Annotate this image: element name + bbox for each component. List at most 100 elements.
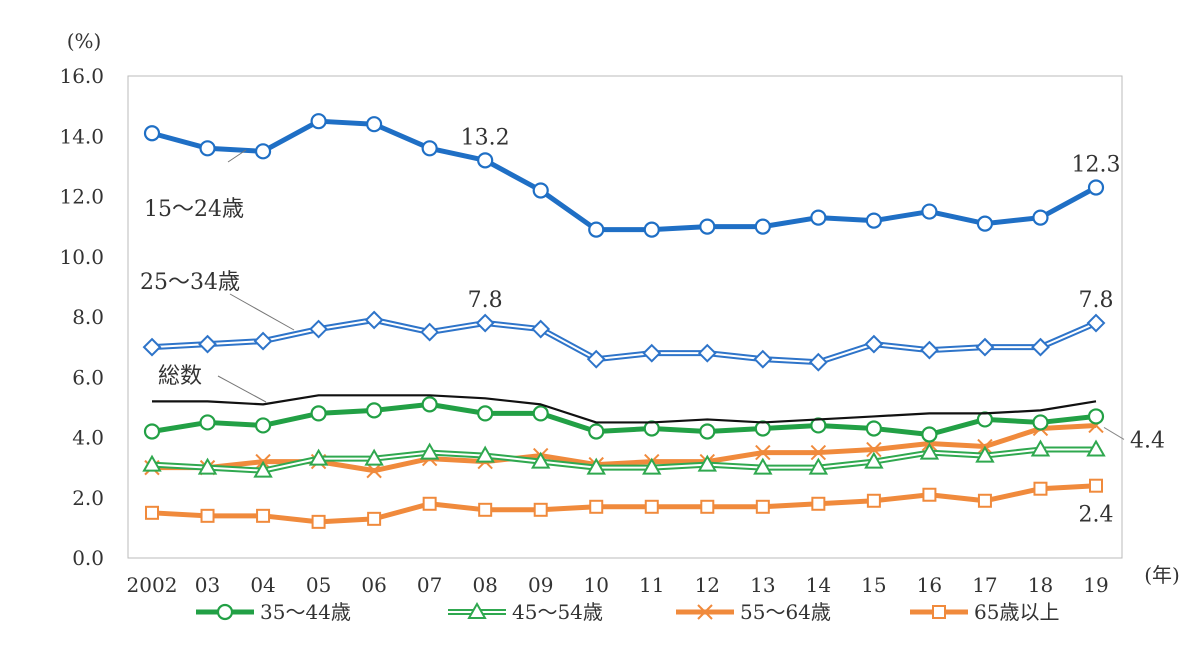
series-line-inner xyxy=(151,319,1097,364)
data-point xyxy=(421,140,438,157)
x-tick-label: 14 xyxy=(806,573,831,597)
data-label: 7.8 xyxy=(1079,288,1114,313)
series-layer xyxy=(142,113,1106,529)
series-line xyxy=(151,401,1097,437)
data-point xyxy=(419,442,440,460)
data-point xyxy=(589,499,604,514)
data-point-stroke xyxy=(755,444,771,461)
data-label: 12.3 xyxy=(1072,152,1121,177)
data-point xyxy=(755,499,770,514)
data-point xyxy=(754,420,771,437)
series-label: 総数 xyxy=(158,364,202,389)
data-point xyxy=(420,322,440,342)
data-point xyxy=(1087,179,1105,196)
x-tick-label: 15 xyxy=(861,573,886,597)
data-point xyxy=(311,514,326,529)
data-point xyxy=(366,116,383,133)
x-tick-label: 13 xyxy=(750,573,775,597)
x-tick-label: 16 xyxy=(917,573,942,597)
data-point xyxy=(808,352,828,372)
series-label-leader xyxy=(227,149,247,163)
data-point xyxy=(366,462,382,479)
data-point xyxy=(364,448,384,466)
data-point xyxy=(532,405,549,422)
y-tick-label: 2.0 xyxy=(72,486,104,510)
data-point xyxy=(200,508,215,523)
series-label: 15～24歳 xyxy=(144,197,244,222)
data-point xyxy=(309,319,329,339)
x-tick-label: 08 xyxy=(472,573,497,597)
series-s2534 xyxy=(142,310,1106,372)
y-tick-label: 16.0 xyxy=(59,64,104,88)
data-point xyxy=(197,457,218,475)
data-point xyxy=(530,451,551,469)
series-s4554 xyxy=(142,439,1106,478)
data-point xyxy=(1032,414,1049,431)
data-point xyxy=(643,420,660,437)
data-point xyxy=(697,454,718,472)
data-point xyxy=(421,396,438,413)
data-point xyxy=(475,313,495,333)
data-point xyxy=(143,423,161,440)
data-point xyxy=(810,209,827,226)
data-point xyxy=(531,319,551,339)
data-point xyxy=(753,349,773,369)
data-point xyxy=(477,405,494,422)
data-point xyxy=(143,125,161,142)
x-tick-label: 19 xyxy=(1083,573,1108,597)
data-point xyxy=(199,414,216,431)
data-point xyxy=(932,605,946,619)
data-point-stroke xyxy=(697,604,713,620)
x-tick-label: 07 xyxy=(417,573,442,597)
data-point xyxy=(253,331,273,351)
data-point xyxy=(810,444,827,461)
data-point xyxy=(586,457,606,475)
data-point xyxy=(467,601,487,619)
y-tick-label: 10.0 xyxy=(59,245,104,269)
data-point xyxy=(1033,481,1048,496)
data-point xyxy=(532,182,549,199)
y-tick-label: 4.0 xyxy=(72,426,104,450)
x-tick-label: 17 xyxy=(972,573,997,597)
y-axis-unit: (%) xyxy=(67,29,102,53)
data-point xyxy=(256,508,271,523)
x-tick-label: 12 xyxy=(695,573,720,597)
data-point xyxy=(588,221,605,238)
data-point xyxy=(975,337,995,357)
data-label: 7.8 xyxy=(468,288,503,313)
series-line-inner xyxy=(151,448,1096,472)
data-point xyxy=(921,203,938,220)
data-point xyxy=(865,212,882,229)
data-point-stroke xyxy=(810,444,827,461)
data-point xyxy=(864,334,884,354)
data-point xyxy=(366,402,383,419)
data-point xyxy=(216,603,234,621)
data-point xyxy=(1087,408,1105,425)
y-tick-label: 14.0 xyxy=(59,124,104,148)
legend-label: 45～54歳 xyxy=(512,600,603,624)
x-axis-unit: (年) xyxy=(1144,563,1180,587)
x-tick-label: 03 xyxy=(195,573,220,597)
data-point xyxy=(1031,337,1050,357)
y-tick-label: 12.0 xyxy=(59,185,104,209)
x-tick-label: 09 xyxy=(528,573,553,597)
data-point xyxy=(1030,439,1051,457)
legend-item: 35～44歳 xyxy=(196,600,351,624)
x-tick-label: 2002 xyxy=(127,573,178,597)
series-s1524 xyxy=(143,113,1105,238)
data-point xyxy=(1032,209,1049,226)
data-point xyxy=(919,340,939,360)
x-tick-label: 10 xyxy=(584,573,609,597)
data-point xyxy=(642,343,662,363)
data-point xyxy=(364,310,384,330)
x-tick-label: 05 xyxy=(306,573,331,597)
data-point xyxy=(808,457,829,475)
data-point xyxy=(754,218,771,235)
data-point xyxy=(142,454,162,472)
x-tick-label: 06 xyxy=(361,573,386,597)
data-point xyxy=(644,499,659,514)
data-point xyxy=(697,343,717,363)
data-label-leader xyxy=(1103,427,1125,440)
data-label: 13.2 xyxy=(461,125,510,150)
data-point xyxy=(643,221,660,238)
